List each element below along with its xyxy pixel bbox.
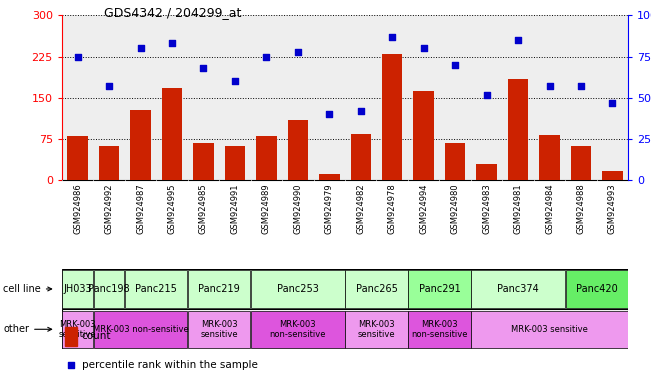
- Bar: [539, 135, 560, 180]
- Point: [607, 100, 618, 106]
- Text: GSM924979: GSM924979: [325, 183, 334, 234]
- Point: [419, 45, 429, 51]
- Text: GSM924987: GSM924987: [136, 183, 145, 234]
- Text: MRK-003
non-sensitive: MRK-003 non-sensitive: [411, 319, 467, 339]
- Bar: [193, 143, 214, 180]
- Text: GSM924981: GSM924981: [514, 183, 523, 234]
- Bar: [477, 164, 497, 180]
- Text: MRK-003
sensitive: MRK-003 sensitive: [59, 319, 96, 339]
- Point: [355, 108, 366, 114]
- Point: [513, 37, 523, 43]
- Bar: [288, 120, 308, 180]
- Bar: [125, 270, 187, 308]
- Text: GSM924992: GSM924992: [105, 183, 113, 233]
- Bar: [471, 270, 565, 308]
- Bar: [471, 311, 628, 348]
- Bar: [566, 270, 628, 308]
- Point: [324, 111, 335, 118]
- Text: GSM924985: GSM924985: [199, 183, 208, 234]
- Bar: [251, 311, 345, 348]
- Text: GSM924978: GSM924978: [388, 183, 396, 234]
- Point: [66, 362, 76, 368]
- Text: cell line: cell line: [3, 284, 51, 294]
- Text: Panc215: Panc215: [135, 284, 177, 294]
- Bar: [408, 311, 471, 348]
- Point: [230, 78, 240, 84]
- Text: Panc219: Panc219: [199, 284, 240, 294]
- Bar: [62, 270, 93, 308]
- Bar: [345, 270, 408, 308]
- Text: GSM924995: GSM924995: [167, 183, 176, 233]
- Text: GSM924983: GSM924983: [482, 183, 491, 234]
- Point: [544, 83, 555, 89]
- Point: [104, 83, 115, 89]
- Bar: [508, 79, 529, 180]
- Bar: [64, 327, 77, 346]
- Bar: [408, 270, 471, 308]
- Text: GSM924990: GSM924990: [294, 183, 302, 233]
- Text: Panc253: Panc253: [277, 284, 319, 294]
- Text: Panc374: Panc374: [497, 284, 539, 294]
- Bar: [413, 91, 434, 180]
- Bar: [251, 270, 345, 308]
- Bar: [602, 170, 623, 180]
- Text: GSM924984: GSM924984: [545, 183, 554, 234]
- Point: [167, 40, 177, 46]
- Text: MRK-003
sensitive: MRK-003 sensitive: [201, 319, 238, 339]
- Text: MRK-003
sensitive: MRK-003 sensitive: [357, 319, 395, 339]
- Text: Panc291: Panc291: [419, 284, 460, 294]
- Bar: [188, 311, 251, 348]
- Bar: [130, 110, 151, 180]
- Text: Panc420: Panc420: [576, 284, 618, 294]
- Point: [292, 49, 303, 55]
- Bar: [319, 174, 340, 180]
- Bar: [225, 146, 245, 180]
- Point: [387, 34, 397, 40]
- Bar: [445, 143, 465, 180]
- Point: [72, 53, 83, 60]
- Bar: [350, 134, 371, 180]
- Bar: [94, 311, 187, 348]
- Text: other: other: [3, 324, 51, 334]
- Bar: [99, 146, 119, 180]
- Text: Panc265: Panc265: [355, 284, 397, 294]
- Bar: [94, 270, 124, 308]
- Text: GSM924991: GSM924991: [230, 183, 240, 233]
- Bar: [62, 311, 93, 348]
- Point: [450, 62, 460, 68]
- Point: [135, 45, 146, 51]
- Text: GSM924980: GSM924980: [450, 183, 460, 234]
- Point: [198, 65, 208, 71]
- Bar: [256, 136, 277, 180]
- Text: MRK-003 non-sensitive: MRK-003 non-sensitive: [92, 325, 188, 334]
- Bar: [67, 136, 88, 180]
- Text: GSM924989: GSM924989: [262, 183, 271, 234]
- Text: MRK-003
non-sensitive: MRK-003 non-sensitive: [270, 319, 326, 339]
- Text: GSM924994: GSM924994: [419, 183, 428, 233]
- Point: [576, 83, 587, 89]
- Bar: [571, 146, 591, 180]
- Text: count: count: [81, 331, 111, 341]
- Text: MRK-003 sensitive: MRK-003 sensitive: [511, 325, 588, 334]
- Text: GSM924982: GSM924982: [356, 183, 365, 234]
- Text: GSM924986: GSM924986: [73, 183, 82, 234]
- Point: [482, 91, 492, 98]
- Text: percentile rank within the sample: percentile rank within the sample: [81, 360, 258, 370]
- Point: [261, 53, 271, 60]
- Text: GSM924993: GSM924993: [608, 183, 617, 234]
- Bar: [188, 270, 251, 308]
- Bar: [382, 54, 402, 180]
- Text: Panc198: Panc198: [89, 284, 130, 294]
- Text: GDS4342 / 204299_at: GDS4342 / 204299_at: [104, 6, 242, 19]
- Text: GSM924988: GSM924988: [577, 183, 585, 234]
- Bar: [345, 311, 408, 348]
- Bar: [161, 88, 182, 180]
- Text: JH033: JH033: [63, 284, 92, 294]
